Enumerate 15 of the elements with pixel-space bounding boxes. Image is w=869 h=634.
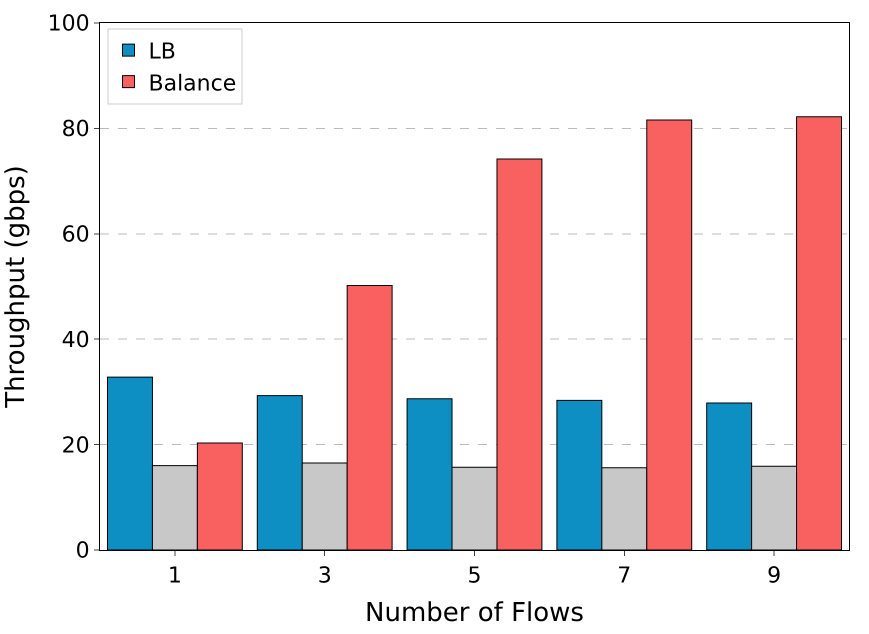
y-tick-label: 80 [62, 117, 90, 142]
legend-label: Balance [148, 71, 236, 96]
x-tick-label: 5 [468, 563, 482, 588]
y-tick-label: 0 [76, 538, 90, 564]
y-tick-label: 60 [62, 222, 90, 248]
x-tick-label: 1 [168, 563, 182, 588]
y-tick-label: 20 [62, 433, 90, 458]
y-tick-label: 40 [62, 328, 90, 353]
x-tick-label: 3 [318, 563, 332, 588]
x-axis-title: Number of Flows [365, 598, 584, 628]
y-axis-title: Throughput (gbps) [1, 165, 31, 409]
y-tick-label: 100 [48, 12, 90, 37]
x-tick-label: 9 [767, 563, 782, 588]
x-tick-label: 7 [617, 563, 632, 588]
legend-label: LB [148, 40, 176, 65]
